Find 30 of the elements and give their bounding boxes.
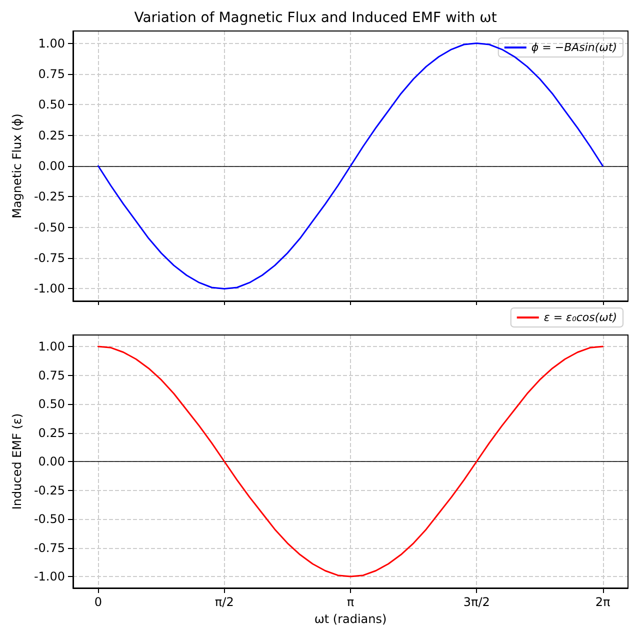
- y-tick-label: 0.00: [38, 454, 65, 468]
- chart-title: Variation of Magnetic Flux and Induced EMF with ωt: [134, 10, 498, 26]
- y-tick-label: 0.75: [38, 368, 65, 382]
- x-axis-title: ωt (radians): [314, 612, 387, 626]
- x-tick-label: π/2: [214, 595, 234, 609]
- x-tick-label: 3π/2: [463, 595, 490, 609]
- y-tick-label: 0.00: [38, 159, 65, 173]
- legend-label: ϕ = −BAsin(ωt): [531, 41, 618, 54]
- y-tick-label: -1.00: [34, 282, 65, 296]
- y-tick-label: -1.00: [34, 570, 65, 584]
- y-tick-label: 1.00: [38, 36, 65, 50]
- y-tick-label: -0.25: [34, 483, 65, 498]
- x-tick-label: 2π: [595, 595, 610, 609]
- y-axis-title: Magnetic Flux (ϕ): [10, 114, 24, 218]
- y-tick-label: -0.25: [34, 190, 65, 204]
- x-tick-label: π: [346, 595, 354, 609]
- y-tick-label: 1.00: [38, 340, 65, 354]
- y-tick-label: 0.50: [38, 98, 65, 112]
- y-tick-label: 0.25: [38, 128, 65, 142]
- x-tick-label: 0: [94, 595, 102, 609]
- y-tick-label: -0.50: [34, 512, 65, 526]
- y-tick-label: -0.50: [34, 220, 65, 234]
- y-tick-label: -0.75: [34, 540, 65, 555]
- y-tick-label: 0.25: [38, 426, 65, 440]
- y-tick-label: 0.75: [38, 66, 65, 81]
- line-series: [97, 346, 604, 578]
- legend-label: ε = ε₀cos(ωt): [544, 311, 618, 324]
- y-tick-label: 0.50: [38, 397, 65, 411]
- y-axis-title: Induced EMF (ε): [10, 413, 24, 510]
- y-tick-label: -0.75: [34, 251, 65, 266]
